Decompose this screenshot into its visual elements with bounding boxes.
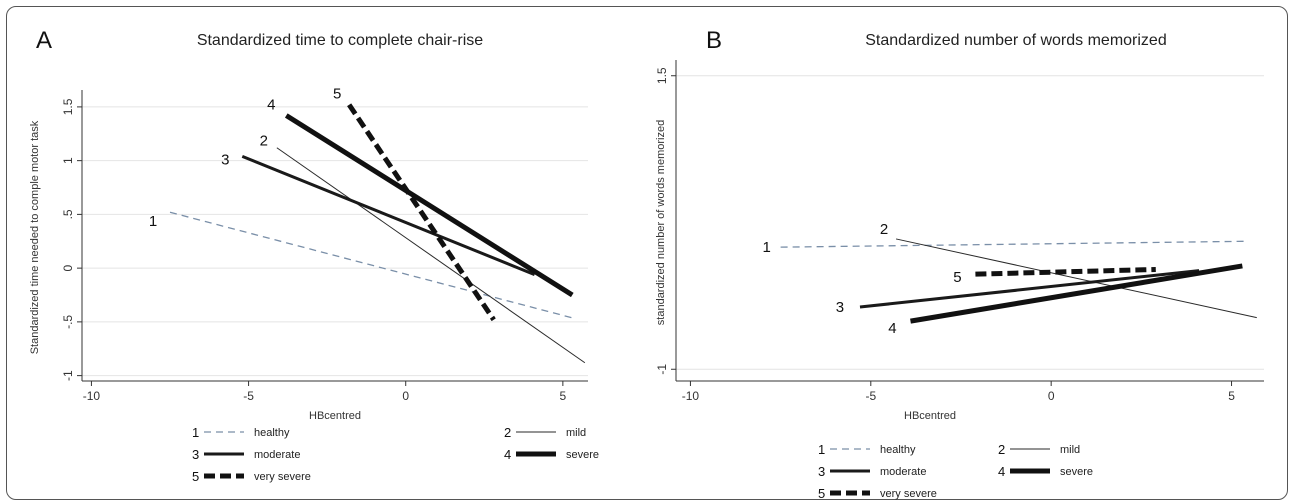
x-tick-label: 0 [1048, 389, 1055, 403]
chart-title: Standardized number of words memorized [865, 32, 1166, 49]
legend-number: 3 [818, 464, 825, 479]
legend-label: healthy [254, 427, 290, 439]
x-tick-label: -10 [83, 389, 101, 403]
legend-label: very severe [254, 471, 311, 483]
legend-label: mild [1060, 444, 1080, 456]
y-tick-label: 1.5 [61, 98, 75, 115]
panel-label: B [706, 27, 722, 54]
series-number-label: 4 [267, 96, 275, 113]
y-tick-label: .5 [61, 209, 75, 219]
series-line-very-severe [347, 103, 496, 322]
x-tick-label: -5 [865, 389, 876, 403]
series-number-label: 5 [333, 86, 341, 103]
legend-label: moderate [880, 466, 926, 478]
y-tick-label: 1 [61, 157, 75, 164]
x-tick-label: 5 [1228, 389, 1235, 403]
legend-number: 4 [504, 447, 511, 462]
legend-number: 5 [192, 469, 199, 484]
legend-label: mild [566, 427, 586, 439]
panel-a: A Standardized time to complete chair-ris… [29, 27, 599, 484]
x-axis-label: HBcentred [309, 410, 361, 422]
legend-number: 3 [192, 447, 199, 462]
series-number-label: 3 [836, 299, 844, 316]
series-number-label: 2 [260, 133, 268, 150]
chart-title: Standardized time to complete chair-rise [197, 32, 483, 49]
series-line-mild [276, 147, 586, 364]
x-tick-label: -10 [682, 389, 700, 403]
legend-label: moderate [254, 449, 300, 461]
y-tick-label: -1 [655, 364, 669, 375]
series-line-mild [895, 238, 1257, 319]
series-number-label: 4 [888, 320, 896, 337]
legend-number: 5 [818, 486, 825, 501]
series-line-healthy [780, 240, 1246, 248]
x-tick-label: 0 [402, 389, 409, 403]
series-line-severe [910, 263, 1243, 324]
legend-number: 2 [998, 442, 1005, 457]
series-number-label: 2 [880, 221, 888, 238]
series-line-moderate [241, 154, 536, 276]
legend-label: severe [566, 449, 599, 461]
series-line-moderate [859, 269, 1200, 309]
series-line-severe [284, 113, 574, 298]
series-line-healthy [169, 211, 576, 320]
legend-number: 2 [504, 425, 511, 440]
y-axis-label: standardized number of words memorized [655, 120, 667, 325]
legend-number: 4 [998, 464, 1005, 479]
series-number-label: 1 [149, 213, 157, 230]
legend-number: 1 [192, 425, 199, 440]
panel-b: B Standardized number of words memorized -… [655, 27, 1264, 501]
figure-frame [6, 6, 1288, 500]
x-tick-label: -5 [243, 389, 254, 403]
y-axis-label: Standardized time needed to comple motor… [29, 120, 41, 354]
legend-number: 1 [818, 442, 825, 457]
y-tick-label: -1 [61, 370, 75, 381]
panel-label: A [36, 27, 52, 54]
legend-label: healthy [880, 444, 916, 456]
series-number-label: 5 [953, 269, 961, 286]
legend-label: very severe [880, 488, 937, 500]
y-tick-label: 0 [61, 264, 75, 271]
y-tick-label: 1.5 [655, 67, 669, 84]
series-line-very-severe [975, 266, 1156, 277]
series-number-label: 3 [221, 151, 229, 168]
x-axis-label: HBcentred [904, 410, 956, 422]
series-number-label: 1 [762, 239, 770, 256]
y-tick-label: -.5 [61, 315, 75, 329]
x-tick-label: 5 [560, 389, 567, 403]
legend-label: severe [1060, 466, 1093, 478]
